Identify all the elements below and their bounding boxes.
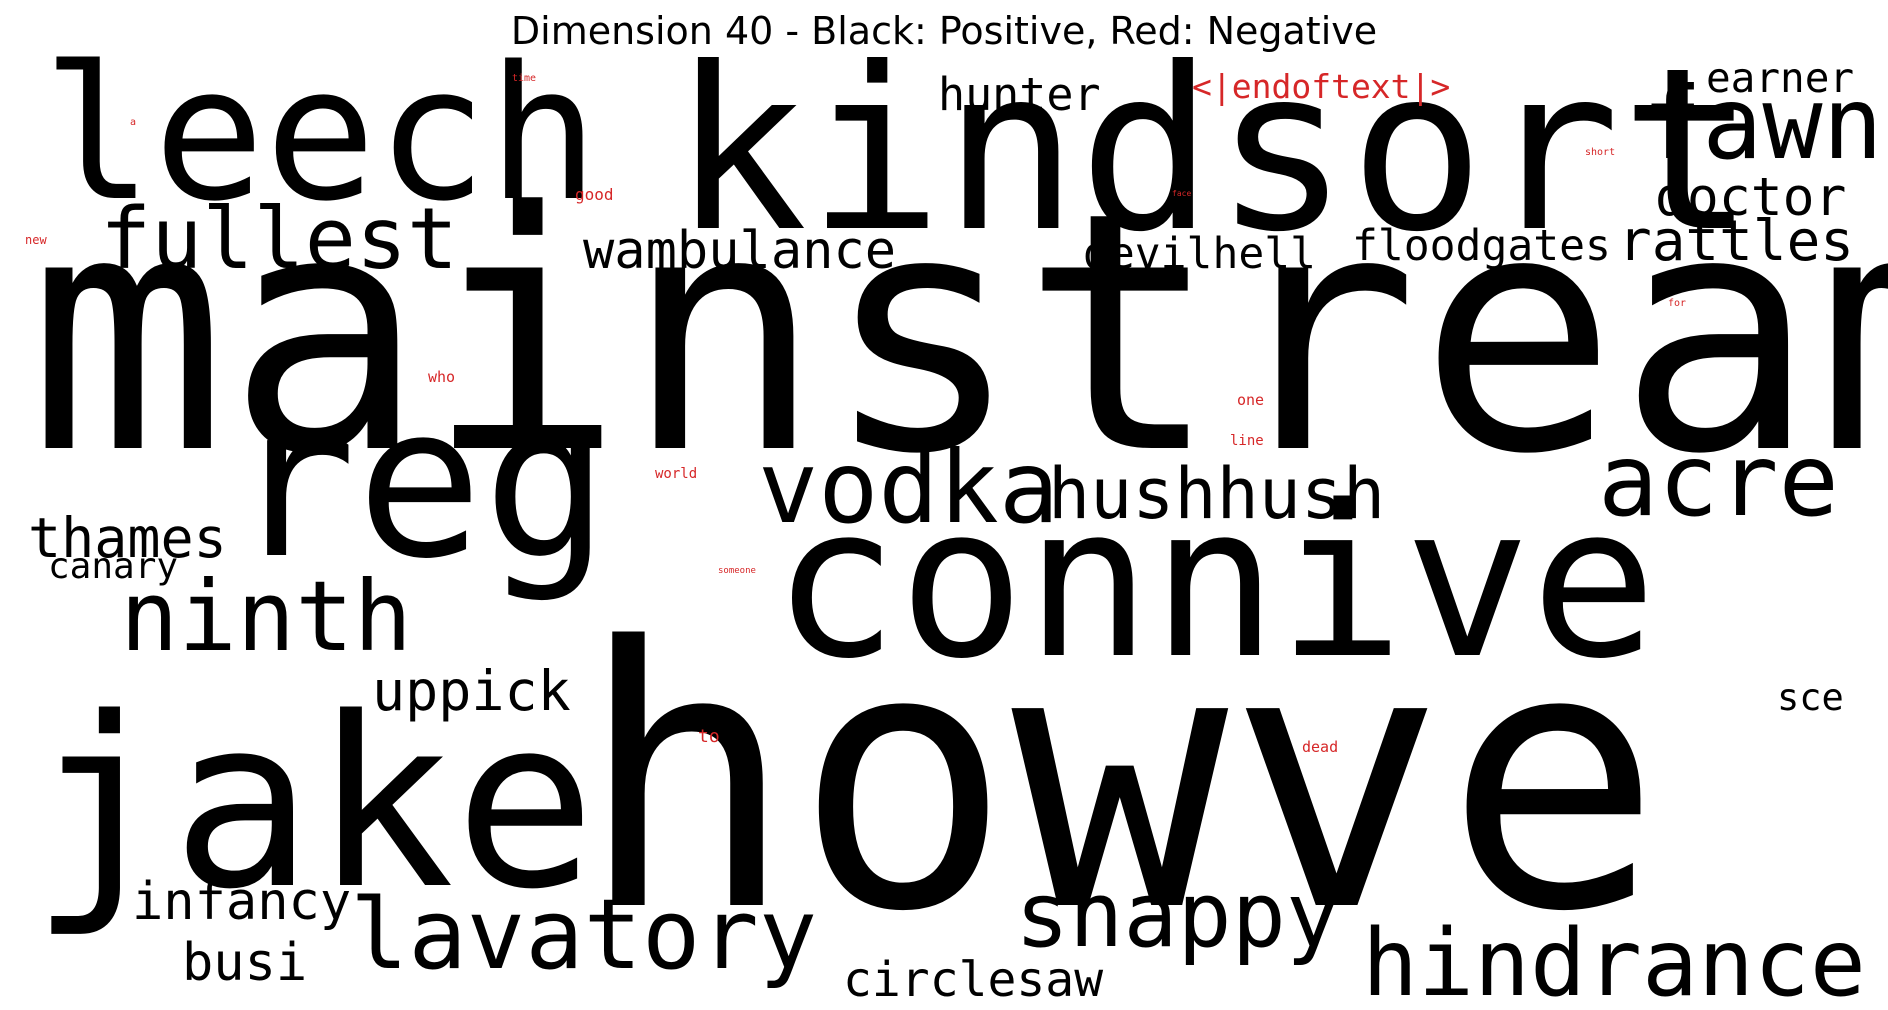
word-positive: hindrance	[1362, 909, 1866, 1010]
word-positive: busi	[182, 933, 307, 993]
word-negative: short	[1585, 147, 1615, 158]
word-positive: infancy	[132, 872, 351, 932]
word-positive: kindsort	[672, 20, 1756, 282]
word-positive: fullest	[100, 190, 458, 289]
word-negative: new	[25, 233, 47, 247]
word-positive: hunter	[938, 68, 1101, 121]
word-positive: howve	[578, 571, 1662, 990]
word-positive: wambulance	[583, 221, 896, 281]
word-positive: fawn	[1642, 65, 1883, 182]
word-positive: acre	[1598, 422, 1839, 539]
word-positive: canary	[48, 546, 178, 587]
word-negative: someone	[718, 566, 756, 576]
word-negative: for	[1668, 298, 1686, 309]
word-negative: time	[512, 73, 536, 84]
word-positive: uppick	[372, 659, 571, 723]
word-positive: snappy	[1015, 863, 1340, 968]
word-positive: vodka	[758, 429, 1059, 546]
word-positive: circlesaw	[843, 952, 1103, 1008]
word-positive: hushhush	[1048, 453, 1385, 535]
word-negative: one	[1237, 391, 1264, 409]
word-negative: good	[575, 185, 614, 204]
word-negative: line	[1230, 433, 1264, 449]
word-negative: to	[698, 726, 720, 747]
word-positive: floodgates	[1352, 221, 1611, 271]
word-negative: a	[130, 117, 136, 128]
word-positive: lavatory	[350, 878, 817, 991]
word-negative: face	[1172, 189, 1191, 198]
word-positive: reg	[230, 360, 609, 605]
word-positive: earner	[1706, 54, 1854, 102]
word-negative: world	[655, 466, 697, 482]
word-positive: mainstream	[28, 142, 1888, 526]
word-negative: who	[428, 368, 455, 386]
word-negative: <|endoftext|>	[1192, 67, 1450, 106]
word-positive: rattles	[1618, 209, 1854, 274]
word-positive: sce	[1777, 676, 1844, 719]
word-positive: doctor	[1655, 167, 1846, 228]
word-negative: dead	[1302, 738, 1338, 756]
word-positive: thames	[28, 506, 227, 570]
word-positive: leech	[42, 26, 599, 242]
word-positive: devilhell	[1083, 229, 1316, 279]
word-positive: ninth	[120, 560, 412, 673]
word-positive: connive	[772, 460, 1657, 705]
word-positive: jake	[30, 668, 596, 941]
chart-title: Dimension 40 - Black: Positive, Red: Neg…	[510, 9, 1378, 53]
